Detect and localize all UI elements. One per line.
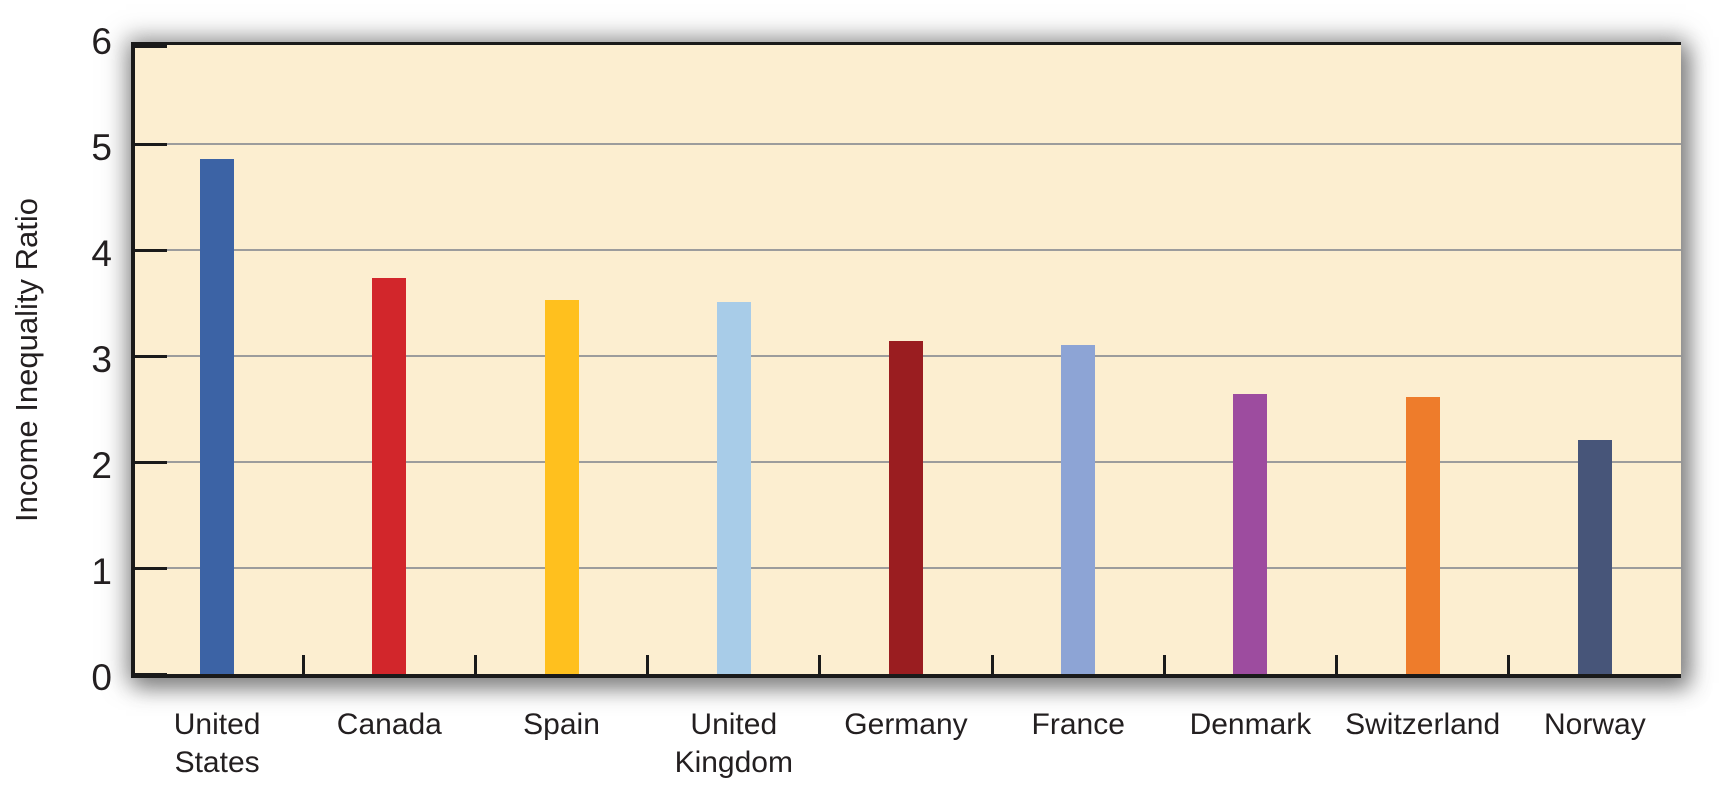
x-tick-mark-6 [1162,655,1166,674]
bar-switzerland [1405,397,1440,674]
x-tick-mark-4 [818,655,822,674]
x-category-label-switzerland: Switzerland [1345,708,1501,741]
x-tick-mark-7 [1335,655,1339,674]
x-tick-mark-8 [1507,655,1511,674]
y-tick-mark-6 [135,45,167,48]
x-tick-mark-3 [646,655,650,674]
x-category-label-united-states: United States [173,708,261,779]
bar-germany [889,341,923,674]
x-tick-mark-1 [301,655,305,674]
bar-united-kingdom [716,301,751,674]
bar-norway [1577,439,1612,674]
y-tick-label-0: 0 [91,657,112,698]
y-tick-mark-5 [135,142,167,146]
x-category-label-germany: Germany [844,708,968,741]
plot-area [131,42,1681,678]
y-tick-mark-2 [135,460,167,464]
y-tick-mark-1 [135,566,167,570]
y-tick-label-5: 5 [91,127,112,168]
y-tick-mark-3 [135,354,167,358]
y-tick-label-3: 3 [91,339,112,380]
y-tick-mark-4 [135,248,167,252]
bar-france [1061,345,1096,674]
x-category-label-united-kingdom: United Kingdom [674,708,793,779]
bar-denmark [1233,394,1268,674]
x-category-label-canada: Canada [336,708,442,741]
x-category-label-france: France [1031,708,1125,741]
y-tick-mark-0 [135,672,167,676]
x-category-label-norway: Norway [1544,708,1646,741]
y-tick-label-1: 1 [91,551,112,592]
y-tick-label-2: 2 [91,445,112,486]
x-category-label-spain: Spain [523,708,600,741]
x-category-label-denmark: Denmark [1189,708,1312,741]
y-tick-label-6: 6 [91,21,112,62]
bar-united-states [200,158,235,674]
bar-canada [372,277,407,674]
bar-spain [544,299,579,674]
y-tick-label-4: 4 [91,233,112,274]
gridline-y-4 [135,249,1681,251]
x-tick-mark-5 [990,655,994,674]
x-tick-mark-2 [473,655,477,674]
gridline-y-5 [135,143,1681,145]
